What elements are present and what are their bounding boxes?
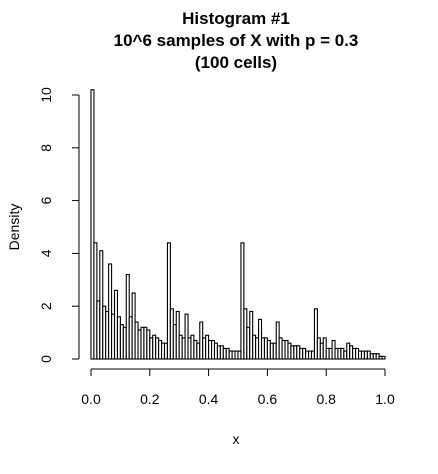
x-tick-label: 0.0 (81, 391, 101, 407)
y-tick-label: 0 (38, 355, 54, 363)
histogram-bar (381, 355, 386, 360)
histogram-bar (184, 313, 189, 360)
y-tick-label: 8 (38, 144, 54, 152)
histogram-bar (240, 242, 245, 360)
chart-title-line-3: (100 cells) (195, 53, 277, 72)
x-axis: 0.0 0.2 0.4 0.6 0.8 1.0 (81, 368, 395, 407)
histogram-bars (90, 89, 386, 360)
histogram-bar (166, 242, 171, 360)
histogram-bar (313, 308, 318, 360)
x-tick-label: 1.0 (375, 391, 395, 407)
y-tick-label: 10 (38, 87, 54, 103)
x-tick-label: 0.8 (316, 391, 336, 407)
y-axis: 0 2 4 6 8 10 (38, 87, 80, 363)
chart-title-line-1: Histogram #1 (182, 9, 290, 28)
chart-title: Histogram #1 10^6 samples of X with p = … (114, 9, 359, 72)
y-axis-label: Density (6, 204, 22, 251)
y-tick-label: 2 (38, 302, 54, 310)
x-tick-label: 0.4 (199, 391, 219, 407)
y-tick-label: 6 (38, 196, 54, 204)
x-tick-label: 0.2 (140, 391, 160, 407)
histogram-bar (99, 250, 104, 360)
chart-title-line-2: 10^6 samples of X with p = 0.3 (114, 31, 359, 50)
y-tick-label: 4 (38, 249, 54, 257)
x-axis-label: x (233, 431, 240, 447)
histogram-bar (108, 263, 113, 360)
histogram-bar (90, 89, 95, 360)
x-tick-label: 0.6 (258, 391, 278, 407)
